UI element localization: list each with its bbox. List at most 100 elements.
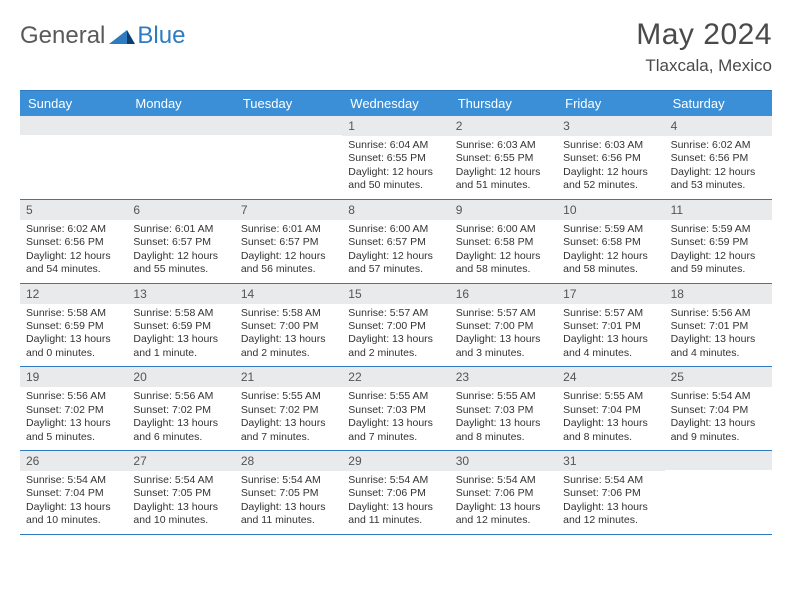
- day-cell: 26Sunrise: 5:54 AMSunset: 7:04 PMDayligh…: [20, 451, 127, 534]
- day-line: Daylight: 13 hours: [563, 501, 658, 514]
- day-line: Daylight: 13 hours: [133, 333, 228, 346]
- day-line: and 7 minutes.: [348, 431, 443, 444]
- day-cell: 30Sunrise: 5:54 AMSunset: 7:06 PMDayligh…: [450, 451, 557, 534]
- weekday-header-row: Sunday Monday Tuesday Wednesday Thursday…: [20, 91, 772, 116]
- day-line: and 8 minutes.: [563, 431, 658, 444]
- day-line: Sunset: 6:57 PM: [348, 236, 443, 249]
- day-number: 26: [20, 451, 127, 471]
- day-body: Sunrise: 5:54 AMSunset: 7:05 PMDaylight:…: [235, 471, 342, 534]
- day-line: Sunset: 6:56 PM: [563, 152, 658, 165]
- day-cell: 17Sunrise: 5:57 AMSunset: 7:01 PMDayligh…: [557, 284, 664, 367]
- day-line: and 52 minutes.: [563, 179, 658, 192]
- day-line: Sunset: 6:57 PM: [133, 236, 228, 249]
- day-cell: 25Sunrise: 5:54 AMSunset: 7:04 PMDayligh…: [665, 367, 772, 450]
- day-line: Daylight: 13 hours: [563, 333, 658, 346]
- day-cell: 28Sunrise: 5:54 AMSunset: 7:05 PMDayligh…: [235, 451, 342, 534]
- day-line: Sunrise: 5:59 AM: [563, 223, 658, 236]
- day-body: Sunrise: 5:57 AMSunset: 7:00 PMDaylight:…: [342, 304, 449, 367]
- day-line: and 54 minutes.: [26, 263, 121, 276]
- day-cell: 9Sunrise: 6:00 AMSunset: 6:58 PMDaylight…: [450, 200, 557, 283]
- brand-logo: General Blue: [20, 18, 185, 50]
- day-body: Sunrise: 5:57 AMSunset: 7:01 PMDaylight:…: [557, 304, 664, 367]
- day-line: Sunrise: 5:55 AM: [563, 390, 658, 403]
- day-line: Sunrise: 5:54 AM: [241, 474, 336, 487]
- day-body: [235, 135, 342, 193]
- day-body: Sunrise: 6:02 AMSunset: 6:56 PMDaylight:…: [20, 220, 127, 283]
- day-line: Daylight: 12 hours: [241, 250, 336, 263]
- weekday-header: Wednesday: [342, 91, 449, 116]
- day-body: Sunrise: 5:54 AMSunset: 7:04 PMDaylight:…: [665, 387, 772, 450]
- day-line: and 1 minute.: [133, 347, 228, 360]
- day-line: Sunset: 7:04 PM: [26, 487, 121, 500]
- day-line: Sunset: 7:04 PM: [563, 404, 658, 417]
- day-line: and 53 minutes.: [671, 179, 766, 192]
- day-line: Sunset: 7:03 PM: [348, 404, 443, 417]
- title-block: May 2024 Tlaxcala, Mexico: [636, 18, 772, 76]
- day-line: and 8 minutes.: [456, 431, 551, 444]
- day-line: and 9 minutes.: [671, 431, 766, 444]
- day-number: 1: [342, 116, 449, 136]
- day-line: Sunrise: 5:59 AM: [671, 223, 766, 236]
- day-number: 17: [557, 284, 664, 304]
- day-line: Daylight: 13 hours: [133, 501, 228, 514]
- day-line: and 12 minutes.: [563, 514, 658, 527]
- day-line: Daylight: 12 hours: [563, 250, 658, 263]
- day-line: and 58 minutes.: [563, 263, 658, 276]
- day-body: Sunrise: 5:55 AMSunset: 7:03 PMDaylight:…: [450, 387, 557, 450]
- month-title: May 2024: [636, 18, 772, 52]
- day-cell: 24Sunrise: 5:55 AMSunset: 7:04 PMDayligh…: [557, 367, 664, 450]
- day-cell: 20Sunrise: 5:56 AMSunset: 7:02 PMDayligh…: [127, 367, 234, 450]
- day-body: Sunrise: 5:59 AMSunset: 6:58 PMDaylight:…: [557, 220, 664, 283]
- day-number: [665, 451, 772, 470]
- day-line: Sunset: 7:06 PM: [348, 487, 443, 500]
- day-line: Daylight: 12 hours: [456, 250, 551, 263]
- day-cell: [20, 116, 127, 199]
- calendar-grid: Sunday Monday Tuesday Wednesday Thursday…: [20, 90, 772, 535]
- week-row: 5Sunrise: 6:02 AMSunset: 6:56 PMDaylight…: [20, 200, 772, 284]
- day-line: and 2 minutes.: [348, 347, 443, 360]
- day-cell: 6Sunrise: 6:01 AMSunset: 6:57 PMDaylight…: [127, 200, 234, 283]
- day-line: and 51 minutes.: [456, 179, 551, 192]
- day-line: Sunset: 7:05 PM: [241, 487, 336, 500]
- day-line: Daylight: 13 hours: [241, 501, 336, 514]
- day-line: Daylight: 13 hours: [26, 501, 121, 514]
- day-line: Sunrise: 5:54 AM: [563, 474, 658, 487]
- day-body: Sunrise: 5:59 AMSunset: 6:59 PMDaylight:…: [665, 220, 772, 283]
- day-line: Sunset: 6:56 PM: [26, 236, 121, 249]
- day-line: and 56 minutes.: [241, 263, 336, 276]
- day-line: Sunset: 6:58 PM: [456, 236, 551, 249]
- week-row: 1Sunrise: 6:04 AMSunset: 6:55 PMDaylight…: [20, 116, 772, 200]
- day-line: Sunrise: 5:58 AM: [133, 307, 228, 320]
- day-line: Daylight: 13 hours: [348, 333, 443, 346]
- day-line: Sunset: 7:05 PM: [133, 487, 228, 500]
- day-body: Sunrise: 6:00 AMSunset: 6:57 PMDaylight:…: [342, 220, 449, 283]
- day-line: Sunset: 7:02 PM: [26, 404, 121, 417]
- day-body: Sunrise: 6:00 AMSunset: 6:58 PMDaylight:…: [450, 220, 557, 283]
- day-line: Daylight: 13 hours: [241, 417, 336, 430]
- day-line: Sunrise: 5:54 AM: [133, 474, 228, 487]
- day-line: Daylight: 13 hours: [456, 417, 551, 430]
- day-line: and 55 minutes.: [133, 263, 228, 276]
- day-line: Sunrise: 5:57 AM: [563, 307, 658, 320]
- day-cell: 15Sunrise: 5:57 AMSunset: 7:00 PMDayligh…: [342, 284, 449, 367]
- weekday-header: Thursday: [450, 91, 557, 116]
- day-body: Sunrise: 5:56 AMSunset: 7:02 PMDaylight:…: [20, 387, 127, 450]
- day-body: [665, 470, 772, 528]
- day-number: 15: [342, 284, 449, 304]
- day-line: and 10 minutes.: [133, 514, 228, 527]
- day-line: Sunrise: 6:01 AM: [133, 223, 228, 236]
- day-body: Sunrise: 5:54 AMSunset: 7:04 PMDaylight:…: [20, 471, 127, 534]
- day-line: and 50 minutes.: [348, 179, 443, 192]
- day-line: Sunrise: 6:01 AM: [241, 223, 336, 236]
- day-line: Sunrise: 6:00 AM: [456, 223, 551, 236]
- day-number: 22: [342, 367, 449, 387]
- day-line: Sunset: 7:01 PM: [671, 320, 766, 333]
- day-line: Sunset: 6:59 PM: [133, 320, 228, 333]
- week-row: 12Sunrise: 5:58 AMSunset: 6:59 PMDayligh…: [20, 284, 772, 368]
- day-body: Sunrise: 6:04 AMSunset: 6:55 PMDaylight:…: [342, 136, 449, 199]
- day-cell: 22Sunrise: 5:55 AMSunset: 7:03 PMDayligh…: [342, 367, 449, 450]
- day-line: and 4 minutes.: [671, 347, 766, 360]
- day-body: Sunrise: 5:54 AMSunset: 7:06 PMDaylight:…: [557, 471, 664, 534]
- day-number: 24: [557, 367, 664, 387]
- day-cell: 4Sunrise: 6:02 AMSunset: 6:56 PMDaylight…: [665, 116, 772, 199]
